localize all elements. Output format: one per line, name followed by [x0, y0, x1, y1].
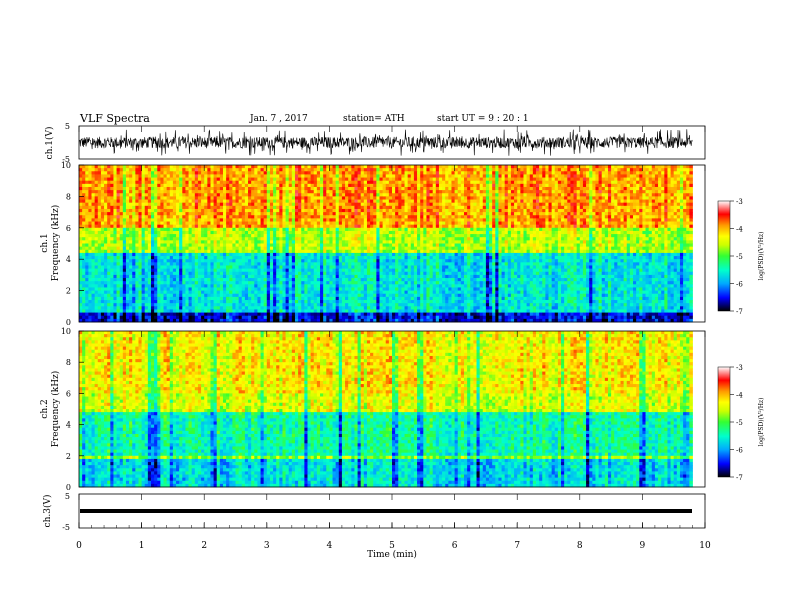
- colorbar-ch2-ticks: -3 -4 -5 -6 -7: [730, 364, 743, 482]
- colorbar-ch2: -3 -4 -5 -6 -7 log(PSD)(V²/Hz): [717, 364, 765, 482]
- colorbar-tick-label: -4: [736, 226, 743, 234]
- ch1-ylabel: ch.1(V): [44, 127, 55, 160]
- x-tick-label: 0: [76, 541, 82, 551]
- x-tick-label: 2: [201, 541, 207, 551]
- x-tick-label: 7: [514, 541, 520, 551]
- ch3-waveform-line: [80, 509, 692, 513]
- ch2-spec-ytick-label: 10: [61, 327, 71, 336]
- date-label: Jan. 7 , 2017: [250, 114, 308, 124]
- ch3-ytick-top: 5: [65, 492, 70, 501]
- x-tick-label: 5: [389, 541, 395, 551]
- x-tick-label: 8: [577, 541, 583, 551]
- x-tick-label: 10: [699, 541, 711, 551]
- ch1-spec-ytick-label: 8: [66, 192, 71, 201]
- colorbar-ch1-ticks: -3 -4 -5 -6 -7: [730, 198, 743, 316]
- ch2-spectrogram-yticks: 0 2 4 6 8 10: [61, 327, 84, 492]
- x-axis-label: Time (min): [367, 549, 417, 560]
- ch3-ytick-bottom: -5: [62, 523, 70, 532]
- colorbar-tick-label: -5: [736, 419, 743, 427]
- ch2-spec-ytick-label: 0: [66, 483, 71, 492]
- ch1-ytick-top: 5: [65, 122, 70, 131]
- station-label: station= ATH: [343, 114, 405, 124]
- ch2-spec-ylabel-line1: ch.2: [40, 399, 50, 418]
- ch1-spec-ytick-label: 10: [61, 161, 71, 170]
- ch3-ylabel: ch.3(V): [42, 495, 53, 528]
- ch1-spec-ylabel-line1: ch.1: [40, 233, 50, 252]
- colorbar-tick-label: -7: [736, 308, 743, 316]
- ch2-spec-ytick-label: 6: [66, 389, 71, 398]
- ch1-spec-ytick-label: 0: [66, 318, 71, 327]
- ch1-spec-ytick-label: 2: [66, 287, 71, 296]
- colorbar-tick-label: -3: [736, 198, 743, 206]
- ch1-waveform-panel: 5 -5 ch.1(V): [44, 122, 706, 164]
- x-axis-ticks: 0 1 2 3 4 5 6 7 8 9 10: [76, 126, 711, 551]
- x-tick-label: 4: [327, 541, 333, 551]
- colorbar-tick-label: -7: [736, 474, 743, 482]
- ch1-spec-ylabel-line2: Frequency (kHz): [50, 205, 61, 282]
- x-tick-label: 6: [452, 541, 458, 551]
- ch1-spec-ytick-label: 6: [66, 224, 71, 233]
- x-tick-label: 1: [139, 541, 145, 551]
- colorbar-ch1-label: log(PSD)(V²/Hz): [758, 232, 765, 281]
- start-time-label: start UT = 9 : 20 : 1: [437, 114, 529, 124]
- colorbar-tick-label: -6: [736, 281, 743, 289]
- x-tick-label: 9: [640, 541, 646, 551]
- ch2-spec-ytick-label: 2: [66, 452, 71, 461]
- colorbar-tick-label: -5: [736, 253, 743, 261]
- ch2-spectrogram-panel: 0 2 4 6 8 10 ch.2 Frequency (kHz): [40, 327, 706, 492]
- colorbar-tick-label: -4: [736, 392, 743, 400]
- ch1-spec-ytick-label: 4: [66, 255, 71, 264]
- ch1-spectrogram-heatmap: [79, 165, 693, 323]
- ch2-spec-ytick-label: 4: [66, 421, 71, 430]
- ch1-spectrogram-panel: 0 2 4 6 8 10 ch.1 Frequency (kHz): [40, 161, 706, 327]
- colorbar-ch2-label: log(PSD)(V²/Hz): [758, 398, 765, 447]
- ch2-spec-ytick-label: 8: [66, 358, 71, 367]
- ch1-spectrogram-yticks: 0 2 4 6 8 10: [61, 161, 84, 327]
- ch1-waveform-line: [78, 129, 693, 156]
- colorbar-ch1: -3 -4 -5 -6 -7 log(PSD)(V²/Hz): [717, 198, 765, 316]
- ch2-spectrogram-heatmap: [79, 331, 693, 488]
- colorbar-tick-label: -6: [736, 447, 743, 455]
- ch2-spec-ylabel-line2: Frequency (kHz): [50, 371, 61, 448]
- x-tick-label: 3: [264, 541, 270, 551]
- colorbar-tick-label: -3: [736, 364, 743, 372]
- figure-title: VLF Spectra: [80, 112, 150, 125]
- ch1-ytick-bottom: -5: [62, 155, 70, 164]
